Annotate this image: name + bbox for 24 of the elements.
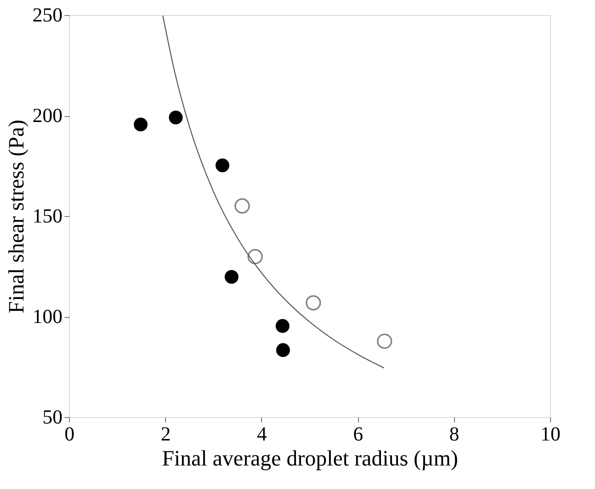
x-tick-label: 6 [353,424,364,446]
point [234,198,250,214]
x-tick-label: 4 [256,424,267,446]
point [224,270,238,284]
x-tick-label: 10 [540,424,560,446]
y-tick-label: 100 [32,306,62,328]
x-axis-title: Final average droplet radius (µm) [162,446,458,470]
y-tick-label: 250 [32,4,62,26]
point [248,248,263,264]
point [306,295,321,310]
point [276,319,290,333]
point [376,334,392,349]
point [168,110,183,124]
x-tick-label: 8 [449,424,460,446]
point [276,343,290,357]
y-axis-title: Final shear stress (Pa) [4,120,28,314]
y-tick-label: 200 [32,105,62,127]
y-tick-label: 50 [42,406,62,428]
point [134,118,148,132]
x-tick-label: 0 [64,424,74,446]
line-series [162,15,385,368]
x-tick-label: 2 [160,424,171,446]
y-tick-label: 150 [32,206,62,228]
point [216,158,230,172]
